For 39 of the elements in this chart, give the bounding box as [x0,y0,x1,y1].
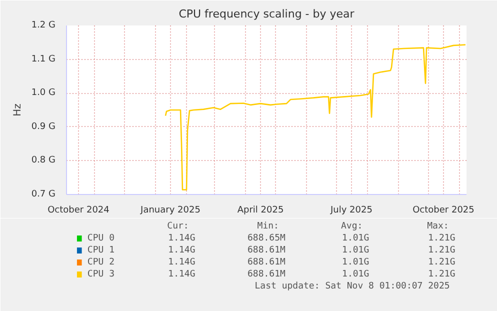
text: 688.61M [247,270,286,280]
y-tick-label: 1.1 G [31,54,56,64]
text: Min: [257,222,279,232]
text: 1.14G [168,270,196,280]
text: Max: [427,222,449,232]
legend-label: CPU 0 [87,234,115,244]
y-axis-title: Hz [12,104,24,116]
text: 1.14G [168,246,196,256]
text: Last update: Sat Nov 8 01:00:07 2025 [254,282,450,292]
text: 688.65M [247,234,286,244]
text: 1.14G [168,258,196,268]
y-tick-label: 1.0 G [31,88,56,98]
legend-label: CPU 3 [87,270,115,280]
text: 688.61M [247,246,286,256]
text: 1.21G [428,246,456,256]
legend-label: CPU 2 [87,258,115,268]
text: 1.01G [342,270,370,280]
chart-title: CPU frequency scaling - by year [178,8,355,20]
x-tick-label: October 2025 [412,206,474,216]
text: 1.21G [428,258,456,268]
text: 1.21G [428,270,456,280]
line-series [164,44,466,190]
legend-label: CPU 1 [87,246,115,256]
y-tick-label: 0.8 G [31,156,56,166]
x-tick-label: April 2025 [237,206,284,216]
text: 1.01G [342,246,370,256]
y-tick-label: 1.2 G [31,20,56,30]
y-tick-label: 0.9 G [31,122,56,132]
x-tick-label: October 2024 [48,206,110,216]
text: 1.14G [168,234,196,244]
text: Avg: [341,222,363,232]
text: 1.21G [428,234,456,244]
text: 688.61M [247,258,286,268]
text: Cur: [167,222,189,232]
text: 1.01G [342,258,370,268]
text: 1.01G [342,234,370,244]
x-tick-label: July 2025 [330,206,372,216]
x-tick-label: January 2025 [140,206,200,216]
y-tick-label: 0.7 G [31,190,56,200]
